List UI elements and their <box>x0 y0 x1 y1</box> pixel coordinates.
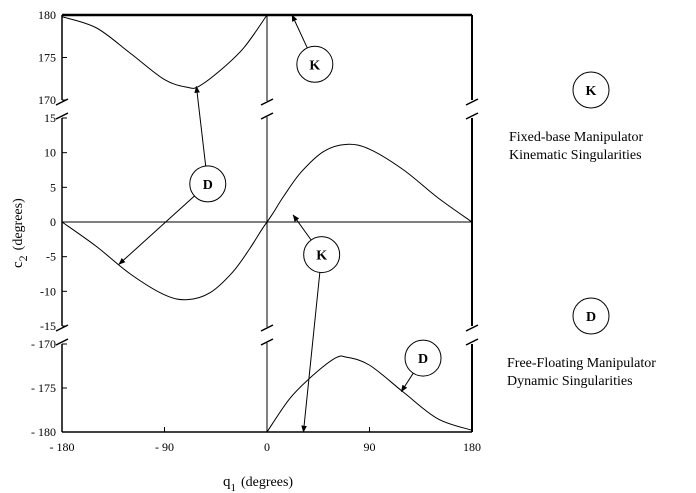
legend-symbol-k: K <box>572 71 610 109</box>
x-axis-title-main: q <box>223 474 231 490</box>
axis-break-gap <box>260 101 274 117</box>
y-tick-label: 175 <box>38 51 56 65</box>
legend-symbol-d: D <box>572 297 610 335</box>
x-tick-label: 0 <box>264 440 270 454</box>
axis-break-mark <box>55 112 69 120</box>
x-tick-label: 90 <box>364 440 376 454</box>
marker-letter: D <box>586 310 596 325</box>
y-tick-label: - 170 <box>31 337 56 351</box>
marker-circle <box>572 297 610 335</box>
y-axis-title-sub: 2 <box>16 255 30 261</box>
axis-break-mark <box>260 112 274 120</box>
series-line-4 <box>266 355 473 433</box>
marker-k-1: K <box>296 45 334 83</box>
y-tick-label: 170 <box>38 93 56 107</box>
y-axis-title: c2 (degrees) <box>10 198 30 268</box>
y-tick-label: -10 <box>40 284 56 298</box>
marker-k-3: K <box>303 236 341 274</box>
y-tick-label: 0 <box>50 215 56 229</box>
series-line-2 <box>61 221 268 301</box>
axis-break-gap <box>260 327 274 343</box>
marker-arrow <box>301 272 321 433</box>
marker-letter: K <box>586 84 597 99</box>
y-tick-label: - 180 <box>31 425 56 439</box>
y-axis-title-unit: (degrees) <box>11 198 26 250</box>
axis-break-mark <box>260 324 274 332</box>
legend-line: Free-Floating Manipulator <box>507 356 656 371</box>
axis-break-mark <box>465 324 479 332</box>
marker-circle <box>296 45 334 83</box>
marker-circle <box>404 339 442 377</box>
axis-break-mark <box>55 338 69 346</box>
y-tick-label: 5 <box>50 180 56 194</box>
axis-break-mark <box>260 338 274 346</box>
marker-arrow <box>291 14 308 49</box>
marker-letter: K <box>316 249 327 264</box>
marker-circle <box>572 71 610 109</box>
y-tick-label: -15 <box>40 319 56 333</box>
y-tick-label: - 175 <box>31 381 56 395</box>
x-tick-label: 180 <box>463 440 481 454</box>
legend-line: Kinematic Singularities <box>509 148 642 163</box>
axis-break-mark <box>465 338 479 346</box>
marker-letter: D <box>418 352 428 367</box>
x-axis-title-unit: (degrees) <box>241 475 293 490</box>
marker-letter: D <box>203 178 213 193</box>
legend-line: Dynamic Singularities <box>507 374 633 389</box>
x-axis-title: q1 (degrees) <box>223 474 293 493</box>
x-axis-title-sub: 1 <box>231 482 237 493</box>
axis-break-mark <box>465 112 479 120</box>
marker-arrow <box>292 214 312 241</box>
marker-arrow <box>118 195 195 265</box>
axis-break-mark <box>260 98 274 106</box>
marker-circle <box>189 165 227 203</box>
series-line-1 <box>61 14 268 89</box>
marker-d-2: D <box>189 165 227 203</box>
axis-break-mark <box>465 98 479 106</box>
marker-d-4: D <box>404 339 442 377</box>
y-tick-label: -5 <box>46 250 56 264</box>
marker-circle <box>303 236 341 274</box>
legend-line: Fixed-base Manipulator <box>509 130 643 145</box>
marker-letter: K <box>309 58 320 73</box>
y-tick-label: 10 <box>44 146 56 160</box>
marker-arrow <box>194 85 207 167</box>
x-tick-label: - 180 <box>50 440 75 454</box>
y-axis-title-main: c <box>10 261 26 268</box>
series-line-3 <box>266 143 473 223</box>
y-tick-label: 15 <box>44 111 56 125</box>
x-tick-label: - 90 <box>155 440 174 454</box>
y-tick-label: 180 <box>38 8 56 22</box>
marker-arrow <box>400 372 414 393</box>
